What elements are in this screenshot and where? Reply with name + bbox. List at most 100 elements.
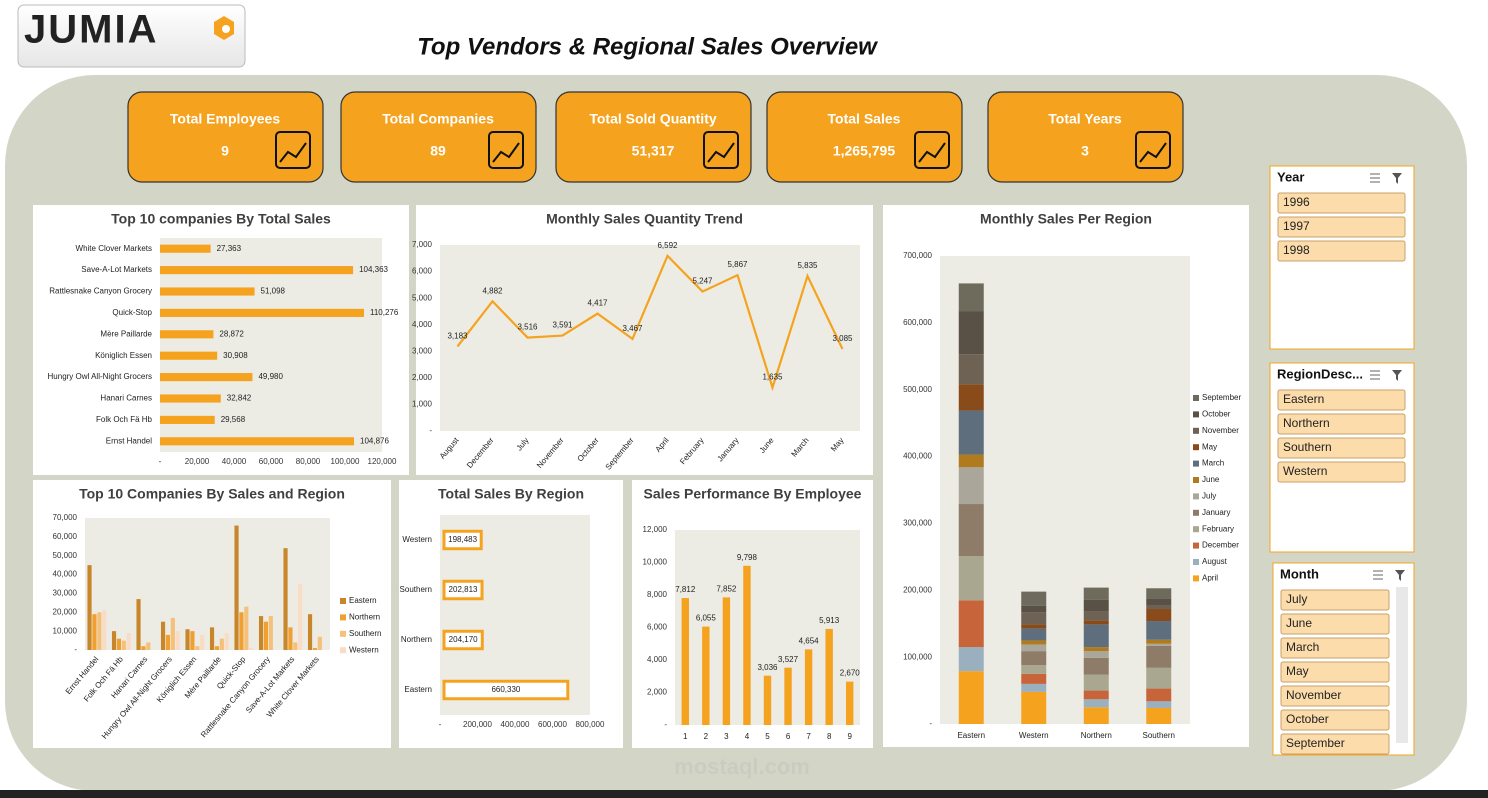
bar-segment — [958, 556, 984, 601]
logo-icon — [222, 25, 230, 33]
legend-label: September — [1202, 393, 1241, 402]
bar — [170, 617, 175, 650]
slicer-multiselect[interactable] — [1370, 370, 1380, 380]
y-tick-label: Rattlesnake Canyon Grocery — [49, 287, 152, 296]
data-label: 202,813 — [449, 585, 478, 594]
slicer-item[interactable] — [1277, 413, 1406, 435]
slicer-item-label: July — [1286, 592, 1307, 606]
y-tick-label: White Clover Markets — [76, 244, 152, 253]
bar-segment — [1021, 640, 1047, 645]
data-label: 49,980 — [258, 372, 283, 381]
bar — [141, 646, 146, 650]
chart-title: Monthly Sales Quantity Trend — [546, 211, 743, 227]
bar — [160, 394, 221, 403]
legend-swatch — [1193, 395, 1199, 401]
y-tick-label: 10,000 — [643, 558, 668, 567]
logo-box — [17, 4, 246, 68]
slicer-item-label: Southern — [1283, 440, 1332, 454]
bar-segment — [1021, 651, 1047, 666]
y-tick-label: 30,000 — [53, 589, 78, 598]
chart-title: Top 10 companies By Total Sales — [111, 211, 331, 227]
slicer-clear-filter[interactable] — [1392, 173, 1402, 184]
x-tick-label: 4 — [745, 732, 750, 741]
kpi-card — [127, 91, 324, 183]
bar-segment — [1146, 598, 1172, 605]
slicer-multiselect[interactable] — [1370, 173, 1380, 183]
y-tick-label: 5,000 — [412, 293, 433, 302]
bar-segment — [1083, 699, 1109, 708]
bar — [702, 626, 710, 725]
bar — [185, 629, 190, 650]
bar-segment — [1021, 605, 1047, 613]
slicer-item[interactable] — [1277, 389, 1406, 411]
x-tick-label: Northern — [1081, 731, 1112, 740]
bar — [681, 598, 689, 725]
bar-segment — [958, 504, 984, 557]
legend-swatch — [1193, 575, 1199, 582]
y-tick-label: - — [74, 645, 77, 654]
slicer-item[interactable] — [1280, 589, 1390, 611]
bar — [283, 548, 288, 650]
bar — [160, 330, 214, 339]
slicer-item-label: Eastern — [1283, 392, 1324, 406]
chart-title: Total Sales By Region — [438, 486, 584, 502]
data-label: 28,872 — [219, 329, 244, 338]
data-label: 3,036 — [757, 663, 778, 672]
legend-swatch — [1193, 444, 1199, 451]
x-tick-label: 20,000 — [185, 457, 210, 466]
slicer-clear-filter[interactable] — [1395, 570, 1405, 581]
data-label: 27,363 — [217, 244, 242, 253]
bar — [102, 610, 107, 650]
slicer-clear-filter[interactable] — [1392, 370, 1402, 381]
slicer-item[interactable] — [1280, 613, 1390, 635]
legend-label: January — [1202, 508, 1230, 517]
legend-label: February — [1202, 524, 1234, 533]
data-label: 110,276 — [370, 308, 399, 317]
y-tick-label: Save-A-Lot Markets — [81, 265, 152, 274]
slicer-item[interactable] — [1277, 437, 1406, 459]
slicer-multiselect[interactable] — [1373, 570, 1383, 580]
slicer-item[interactable] — [1277, 192, 1406, 214]
bar — [249, 648, 254, 650]
slicer-item[interactable] — [1280, 637, 1390, 659]
data-label: 5,867 — [727, 260, 748, 269]
legend-swatch — [340, 598, 346, 604]
legend-swatch — [1193, 509, 1199, 516]
slicer-item[interactable] — [1280, 661, 1390, 683]
bar-segment — [1021, 612, 1047, 625]
slicer-item[interactable] — [1280, 733, 1390, 755]
slicer-item[interactable] — [1277, 240, 1406, 262]
bar — [224, 633, 229, 650]
bar — [190, 631, 195, 650]
y-tick-label: 60,000 — [53, 532, 78, 541]
bar-segment — [1083, 651, 1109, 658]
legend-label: July — [1202, 492, 1216, 501]
data-label: 3,591 — [552, 321, 573, 330]
y-tick-label: 100,000 — [903, 652, 932, 661]
y-tick-label: Ernst Handel — [106, 436, 152, 445]
bar-segment — [1146, 639, 1172, 644]
bar — [214, 646, 220, 650]
legend-label: Northern — [349, 613, 380, 622]
y-tick-label: 6,000 — [412, 267, 433, 276]
bar — [160, 373, 253, 382]
bar — [442, 529, 483, 551]
bar — [165, 634, 171, 650]
slicer-item[interactable] — [1280, 709, 1390, 731]
bar — [111, 631, 117, 650]
bar — [160, 437, 355, 446]
data-label: 6,055 — [696, 614, 717, 623]
y-tick-label: 1,000 — [412, 400, 433, 409]
bar — [442, 579, 484, 601]
bar — [784, 667, 792, 725]
legend-swatch — [1193, 427, 1199, 434]
slicer-item[interactable] — [1280, 685, 1390, 707]
plot-area — [440, 245, 860, 431]
slicer-item[interactable] — [1277, 461, 1406, 483]
bar — [442, 629, 484, 651]
data-label: 3,183 — [447, 332, 468, 341]
x-tick-label: 9 — [847, 732, 852, 741]
data-label: 104,876 — [360, 436, 389, 445]
x-tick-label: 2 — [704, 732, 709, 741]
slicer-item[interactable] — [1277, 216, 1406, 238]
